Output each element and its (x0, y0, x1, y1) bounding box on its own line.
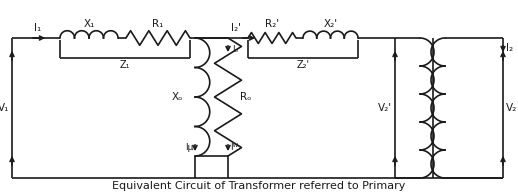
Text: Iμ: Iμ (184, 143, 193, 152)
Text: I₂: I₂ (506, 43, 513, 53)
Text: Xₒ: Xₒ (171, 92, 183, 102)
Text: X₂': X₂' (323, 19, 338, 29)
Text: Equivalent Circuit of Transformer referred to Primary: Equivalent Circuit of Transformer referr… (112, 181, 406, 191)
Text: Iₒ: Iₒ (232, 44, 238, 54)
Text: Rₒ: Rₒ (240, 92, 251, 102)
Text: V₂': V₂' (378, 103, 392, 113)
Text: X₁: X₁ (83, 19, 95, 29)
Text: R₂': R₂' (265, 19, 279, 29)
Text: R₁: R₁ (152, 19, 164, 29)
Text: V₂: V₂ (506, 103, 517, 113)
Text: Z₁: Z₁ (120, 60, 130, 70)
Text: Z₂': Z₂' (296, 60, 309, 70)
Text: V₁: V₁ (0, 103, 9, 113)
Text: I₁: I₁ (34, 23, 41, 33)
Text: I₂': I₂' (231, 23, 241, 33)
Text: Iᵂ: Iᵂ (230, 143, 238, 152)
